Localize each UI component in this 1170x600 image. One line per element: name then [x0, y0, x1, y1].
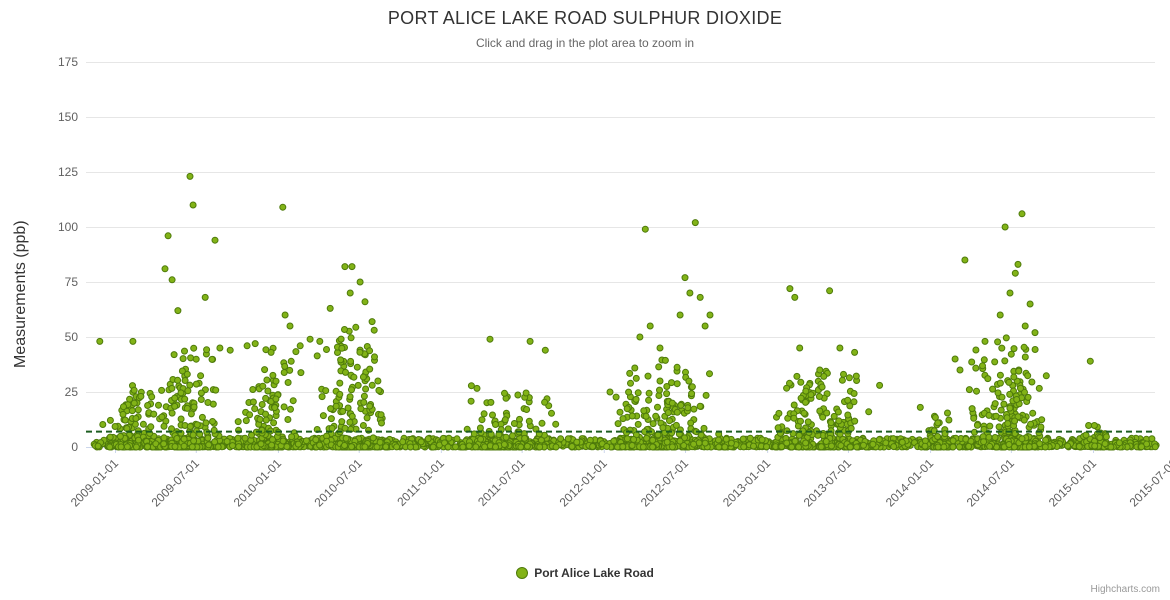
x-axis-labels: 2009-01-01 2009-07-01 2010-01-01 2010-07-01… — [68, 456, 1170, 510]
svg-text:2010-01-01: 2010-01-01 — [231, 456, 285, 510]
svg-text:2013-07-01: 2013-07-01 — [801, 456, 855, 510]
chart-subtitle: Click and drag in the plot area to zoom … — [475, 36, 695, 50]
svg-text:2012-07-01: 2012-07-01 — [638, 456, 692, 510]
series-marker-icon — [516, 567, 529, 579]
svg-text:2015-07-01: 2015-07-01 — [1127, 456, 1170, 510]
svg-text:2010-07-01: 2010-07-01 — [312, 456, 366, 510]
svg-text:50: 50 — [65, 330, 79, 344]
svg-text:2011-07-01: 2011-07-01 — [475, 456, 528, 509]
svg-text:150: 150 — [58, 110, 78, 124]
svg-text:2011-01-01: 2011-01-01 — [394, 456, 447, 509]
svg-text:2009-01-01: 2009-01-01 — [68, 456, 122, 510]
svg-text:2012-01-01: 2012-01-01 — [557, 456, 611, 510]
svg-text:2013-01-01: 2013-01-01 — [720, 456, 774, 510]
svg-text:2014-07-01: 2014-07-01 — [964, 456, 1018, 510]
svg-text:100: 100 — [58, 220, 78, 234]
scatter-points — [90, 172, 1160, 451]
chart-title: PORT ALICE LAKE ROAD SULPHUR DIOXIDE — [387, 8, 783, 28]
legend-label: Port Alice Lake Road — [534, 566, 654, 580]
credits-link[interactable]: Highcharts.com — [1090, 584, 1160, 595]
svg-text:25: 25 — [65, 385, 79, 399]
y-axis-labels: 0 25 50 75 100 125 150 175 — [58, 55, 78, 454]
svg-text:2009-07-01: 2009-07-01 — [149, 456, 203, 510]
svg-text:0: 0 — [71, 440, 78, 454]
legend-item[interactable]: Port Alice Lake Road — [0, 566, 1170, 580]
svg-text:175: 175 — [58, 55, 78, 69]
svg-text:75: 75 — [65, 275, 79, 289]
svg-text:125: 125 — [58, 165, 78, 179]
svg-text:2015-01-01: 2015-01-01 — [1046, 456, 1100, 510]
svg-text:2014-01-01: 2014-01-01 — [883, 456, 937, 510]
